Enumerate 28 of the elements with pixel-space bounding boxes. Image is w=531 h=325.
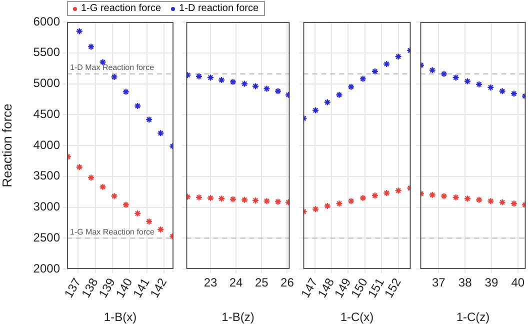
y-tick-label: 2000 bbox=[33, 261, 60, 276]
x-tick-label: 39 bbox=[484, 276, 498, 290]
y-tick-label: 3000 bbox=[33, 200, 60, 214]
y-tick-label: 3500 bbox=[33, 168, 60, 183]
x-axis-title: 1-C(x) bbox=[340, 310, 374, 324]
x-tick-label: 23 bbox=[204, 276, 218, 290]
y-tick-label: 5000 bbox=[33, 76, 60, 90]
y-tick-label: 5500 bbox=[33, 45, 60, 60]
x-tick-label: 38 bbox=[458, 276, 472, 290]
legend-label: 1-G reaction force bbox=[81, 3, 162, 14]
x-tick-label: 37 bbox=[432, 276, 446, 290]
x-axis-title: 1-C(z) bbox=[456, 310, 490, 324]
x-axis-title: 1-B(z) bbox=[222, 310, 254, 324]
x-tick-label: 24 bbox=[229, 276, 244, 290]
ref-line-label: 1-G Max Reaction force bbox=[70, 227, 156, 236]
y-tick-label: 2500 bbox=[33, 230, 60, 244]
x-tick-label: 26 bbox=[280, 276, 294, 290]
y-tick-label: 4500 bbox=[33, 106, 60, 121]
x-axis-title: 1-B(x) bbox=[104, 310, 137, 324]
x-tick-label: 140 bbox=[113, 275, 136, 300]
x-tick-label: 25 bbox=[254, 276, 269, 290]
y-tick-label: 6000 bbox=[33, 14, 60, 28]
y-axis-title: Reaction force bbox=[0, 104, 14, 188]
x-tick-label: 138 bbox=[78, 275, 101, 300]
ref-line-label: 1-D Max Reaction force bbox=[70, 63, 155, 72]
legend-label: 1-D reaction force bbox=[179, 3, 259, 14]
x-tick-label: 40 bbox=[511, 276, 525, 290]
y-tick-label: 4000 bbox=[33, 138, 60, 152]
